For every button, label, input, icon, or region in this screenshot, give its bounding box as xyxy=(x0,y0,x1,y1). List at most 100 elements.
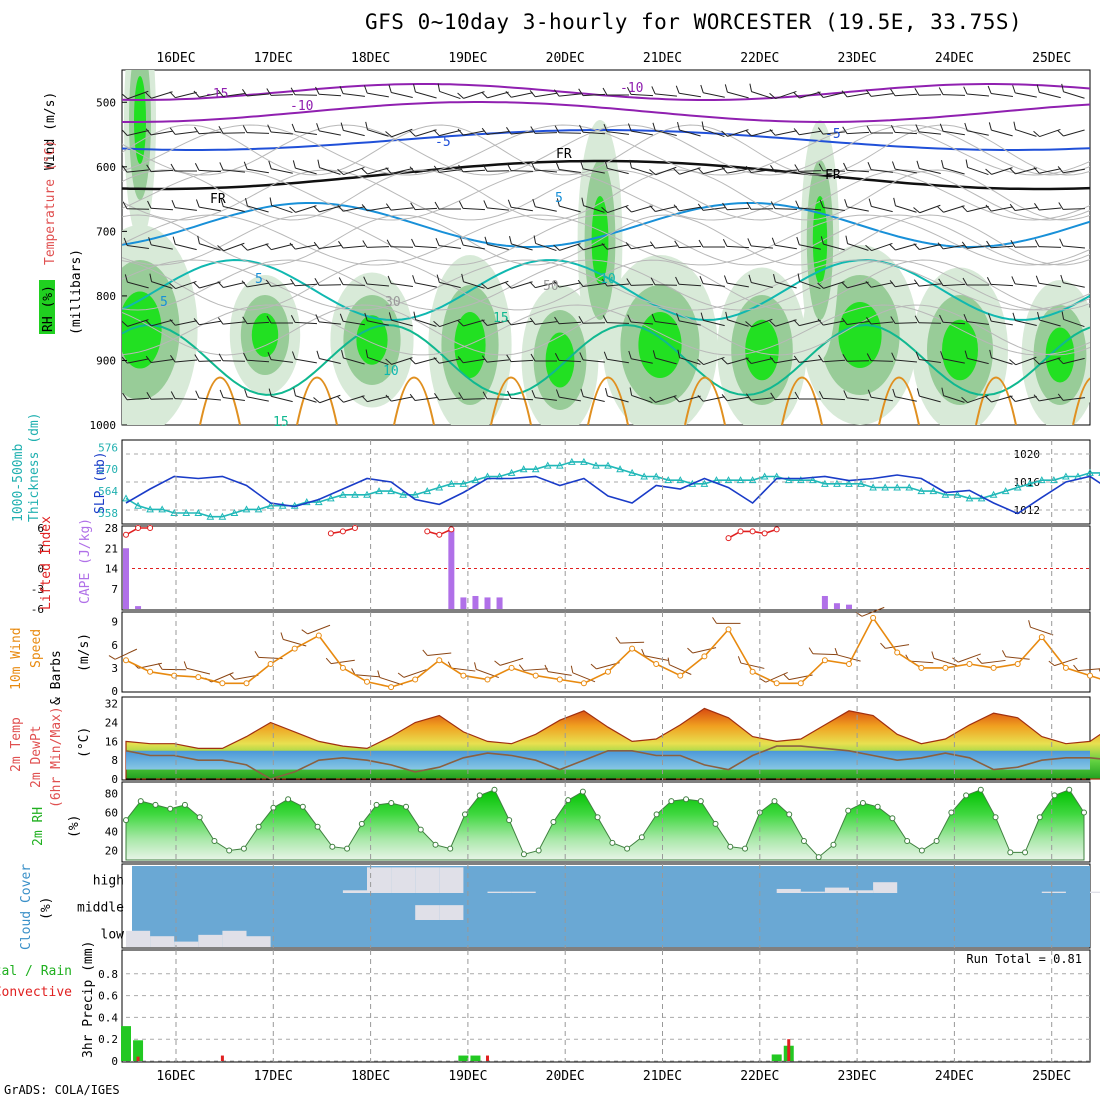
cape-tick: 7 xyxy=(111,583,118,596)
rh-point xyxy=(712,820,719,827)
wind-barb xyxy=(965,159,989,176)
wind-barb xyxy=(267,352,293,363)
rh-point xyxy=(933,838,940,844)
wind-barb xyxy=(437,83,461,100)
wind-barb xyxy=(197,235,221,251)
wind-barb xyxy=(794,391,821,400)
rh-contour xyxy=(122,169,1090,221)
top-date-axis: 16DEC 17DEC 18DEC 19DEC 20DEC 21DEC 22DEC 23DEC… xyxy=(156,51,1071,66)
wind-barb xyxy=(721,357,749,365)
wind-barb xyxy=(364,312,389,326)
isotherm-20 xyxy=(587,376,629,425)
wind-barb xyxy=(626,86,654,97)
rain-bar xyxy=(470,1055,481,1061)
rh-point xyxy=(388,800,395,806)
wind10m-point xyxy=(460,672,467,679)
rh-point xyxy=(329,843,336,850)
wind-tick: 0 xyxy=(111,685,118,698)
slp-label: SLP (mb) xyxy=(93,451,108,514)
wind-barb xyxy=(556,198,581,213)
wind-barb xyxy=(891,352,918,363)
wind-barb xyxy=(1009,203,1037,212)
wind-barb xyxy=(745,318,773,328)
wind-barb xyxy=(797,273,821,290)
wind10m-barb xyxy=(615,636,645,644)
wind-barb xyxy=(147,200,174,211)
rh-point xyxy=(447,845,454,852)
wind-barb xyxy=(796,236,821,250)
wind-barb xyxy=(578,88,606,97)
wind-barb xyxy=(841,317,869,326)
lifted-index-point xyxy=(749,528,756,535)
cloud-cover-bar xyxy=(849,890,874,893)
wind10m-point xyxy=(339,664,346,671)
rh-point xyxy=(299,803,306,810)
wind-barb xyxy=(698,239,725,248)
wind10m-point xyxy=(725,626,732,633)
thickness-point xyxy=(230,508,239,517)
rh-point xyxy=(638,834,645,841)
rh-point xyxy=(653,811,660,818)
wind10m-barb xyxy=(494,657,524,666)
wind-barb xyxy=(721,166,749,174)
pressure-tick-label: 500 xyxy=(96,96,116,109)
thickness-point xyxy=(917,487,926,495)
wind-barb xyxy=(771,237,797,250)
wind-barb xyxy=(962,277,989,286)
cape-tick: 14 xyxy=(105,563,119,576)
wind-barb xyxy=(651,313,677,326)
wind-barb xyxy=(793,128,821,136)
wind-barb xyxy=(938,87,966,96)
wind-barb xyxy=(267,124,294,135)
contour-label: FR xyxy=(825,168,841,183)
thickness-point xyxy=(411,490,420,498)
pressure-tick-label: 900 xyxy=(96,354,116,367)
wind10m-point xyxy=(701,653,708,660)
bottom-date-label: 21DEC xyxy=(643,1069,682,1084)
wind-barb xyxy=(458,392,486,400)
wind-barb xyxy=(1033,128,1061,138)
wind-barb xyxy=(530,126,558,134)
rain-bar xyxy=(121,1026,131,1061)
cloud-level-label: high xyxy=(93,874,124,889)
wind-barb xyxy=(627,314,654,325)
precip-tick: 0.4 xyxy=(98,1011,118,1024)
wind-barb xyxy=(842,126,870,135)
wind-barb xyxy=(268,160,293,174)
li-tick: -3 xyxy=(31,583,44,596)
cloud-cover-bar xyxy=(126,930,151,947)
wind-barb xyxy=(458,164,486,173)
wind-barb xyxy=(507,199,533,212)
wind-barb xyxy=(219,389,245,402)
slp-tick: 1012 xyxy=(1014,504,1041,517)
wind-barb xyxy=(461,273,485,289)
rh-point xyxy=(196,814,203,821)
isotherms xyxy=(122,83,1090,425)
thickness-point xyxy=(122,494,130,502)
wind10m-point xyxy=(773,680,780,687)
thickness-point xyxy=(399,490,407,498)
wind10m-barb xyxy=(952,653,981,663)
wind-barb xyxy=(604,160,629,175)
wind-barb xyxy=(577,243,605,251)
wind-barb xyxy=(841,281,869,289)
rh-point xyxy=(152,801,159,808)
thickness-point xyxy=(965,494,974,502)
wind-barb xyxy=(242,125,270,134)
wind-barb xyxy=(818,163,846,172)
wind-barb xyxy=(169,127,197,135)
thickness-point xyxy=(519,465,528,473)
wind-barb xyxy=(146,392,174,400)
thickness-point xyxy=(640,472,648,480)
wind-barb xyxy=(388,312,413,327)
wind-barb xyxy=(889,243,917,251)
li-tick: -6 xyxy=(31,603,44,616)
thickness-point xyxy=(327,494,335,502)
rh-shade-core xyxy=(838,302,882,368)
cape-bar xyxy=(833,603,840,609)
lifted-index-point xyxy=(327,530,334,537)
rh-point xyxy=(535,847,542,854)
cloud-cover-bar xyxy=(391,867,416,893)
rh-point xyxy=(417,826,424,833)
wind-barb xyxy=(193,90,221,98)
